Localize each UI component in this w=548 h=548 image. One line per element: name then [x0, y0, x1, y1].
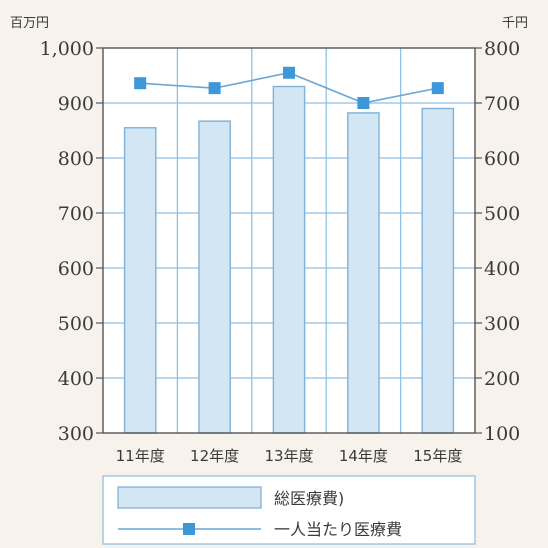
bar-2	[198, 120, 231, 434]
right-tick-label: 200	[484, 368, 520, 390]
legend: 総医療費) 一人当たり医療費	[102, 475, 476, 545]
right-tick-label: 300	[484, 313, 520, 335]
x-category-label: 15年度	[413, 447, 462, 465]
line-marker-1	[134, 77, 147, 90]
line-series	[134, 66, 444, 109]
line-marker-4	[357, 97, 370, 109]
left-tick-label: 700	[58, 203, 94, 225]
right-tick-label: 600	[484, 148, 520, 170]
bar-3	[272, 85, 306, 434]
right-axis-unit: 千円	[502, 16, 528, 31]
right-tick-label: 400	[484, 258, 520, 280]
left-tick-label: 800	[58, 148, 94, 170]
legend-line-label: 一人当たり医療費	[274, 520, 402, 539]
left-tick-label: 1,000	[40, 38, 94, 60]
bar-1	[123, 127, 157, 434]
left-tick-label: 300	[58, 423, 94, 445]
left-tick-label: 400	[58, 368, 94, 390]
right-tick-label: 500	[484, 203, 520, 225]
line-marker-3	[283, 66, 295, 79]
right-tick-label: 100	[484, 423, 520, 445]
x-category-label: 14年度	[339, 447, 388, 465]
x-category-label: 12年度	[190, 447, 239, 465]
right-tick-label: 800	[484, 38, 520, 60]
left-tick-label: 600	[58, 258, 94, 280]
right-tick-label: 700	[484, 93, 520, 115]
legend-bar-label: 総医療費)	[274, 489, 344, 508]
legend-bar-swatch	[117, 486, 262, 509]
line-marker-5	[431, 82, 444, 95]
legend-line-marker	[183, 523, 195, 535]
line-marker-2	[208, 82, 221, 95]
plot-frame	[102, 47, 476, 434]
left-tick-label: 900	[58, 93, 94, 115]
left-tick-label: 500	[58, 313, 94, 335]
tick-labels: 1,000 800 900 700 800 600 700 500 600 400 500 300 40…	[40, 38, 521, 465]
bar-5	[421, 107, 455, 434]
x-category-label: 13年度	[264, 447, 313, 465]
bar-series	[123, 85, 455, 434]
bar-4	[347, 112, 380, 434]
axes	[96, 47, 482, 434]
x-category-label: 11年度	[116, 447, 165, 465]
left-axis-unit: 百万円	[10, 16, 49, 31]
